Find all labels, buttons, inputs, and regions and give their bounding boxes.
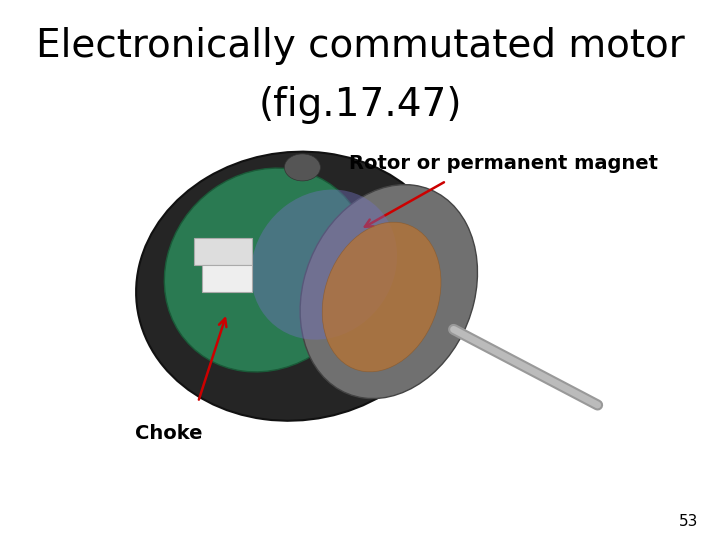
Text: Rotor or permanent magnet: Rotor or permanent magnet (349, 154, 659, 173)
Text: 53: 53 (679, 514, 698, 529)
Ellipse shape (164, 168, 369, 372)
Ellipse shape (136, 152, 454, 421)
Ellipse shape (300, 185, 477, 399)
Text: Choke: Choke (135, 424, 203, 443)
Polygon shape (194, 238, 252, 265)
Text: Electronically commutated motor: Electronically commutated motor (35, 27, 685, 65)
Ellipse shape (251, 190, 397, 340)
Polygon shape (202, 265, 252, 292)
Ellipse shape (284, 154, 320, 181)
Text: (fig.17.47): (fig.17.47) (258, 86, 462, 124)
Ellipse shape (323, 222, 441, 372)
